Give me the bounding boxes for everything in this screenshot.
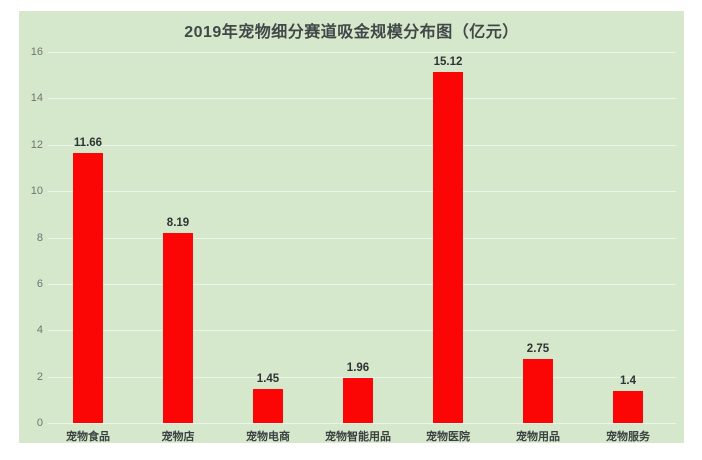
gridline <box>48 376 676 378</box>
gridline <box>48 330 676 332</box>
y-axis-tick-label: 6 <box>36 277 43 290</box>
x-axis-label: 宠物店 <box>161 431 195 443</box>
bar <box>343 377 373 423</box>
bar-value-label: 11.66 <box>73 136 103 149</box>
y-axis-tick-label: 0 <box>36 417 43 429</box>
bar <box>73 152 103 423</box>
x-axis-label: 宠物服务 <box>606 431 650 443</box>
gridline <box>48 423 676 424</box>
chart-panel: 2019年宠物细分赛道吸金规模分布图（亿元） 0 2 4 6 8 10 12 14 16 11.… <box>19 11 684 443</box>
y-axis-tick-label: 2 <box>36 370 43 383</box>
bar-column: 8.19 宠物店 <box>133 11 223 443</box>
bar-column: 15.12 宠物医院 <box>403 11 493 443</box>
x-axis-label: 宠物智能用品 <box>325 431 391 443</box>
gridline <box>48 283 676 285</box>
bar-value-label: 1.4 <box>620 374 636 387</box>
gridline <box>48 237 676 239</box>
x-axis-label: 宠物医院 <box>426 431 470 443</box>
gridline <box>48 52 676 53</box>
x-axis-label: 宠物食品 <box>66 431 110 443</box>
x-axis-label: 宠物用品 <box>516 431 560 443</box>
bar <box>253 389 283 423</box>
y-axis-tick-label: 8 <box>36 231 43 244</box>
bar <box>433 72 463 423</box>
bar-column: 1.4 宠物服务 <box>583 11 673 444</box>
bar-value-label: 8.19 <box>166 217 190 230</box>
x-axis-label: 宠物电商 <box>246 431 290 443</box>
bar-column: 1.96 宠物智能用品 <box>313 11 403 443</box>
bar-value-label: 1.96 <box>346 361 370 374</box>
bar-column: 1.45 宠物电商 <box>223 11 313 443</box>
y-axis-tick-label: 16 <box>30 46 43 58</box>
gridline <box>48 98 676 100</box>
y-axis-tick-label: 4 <box>36 324 43 337</box>
bar-value-label: 2.75 <box>526 343 550 356</box>
bar <box>523 359 553 423</box>
bar-column: 11.66 宠物食品 <box>43 11 133 443</box>
y-axis-tick-label: 12 <box>30 138 43 151</box>
bar-value-label: 15.12 <box>433 56 463 69</box>
bar-value-label: 1.45 <box>256 373 280 386</box>
bar-column: 2.75 宠物用品 <box>493 11 583 443</box>
gridline <box>48 144 676 146</box>
chart-title: 2019年宠物细分赛道吸金规模分布图（亿元） <box>184 24 519 41</box>
y-axis-tick-label: 10 <box>30 185 43 198</box>
y-axis-tick-label: 14 <box>30 92 43 105</box>
bar <box>613 390 643 423</box>
bar <box>163 233 193 423</box>
gridline <box>48 191 676 193</box>
